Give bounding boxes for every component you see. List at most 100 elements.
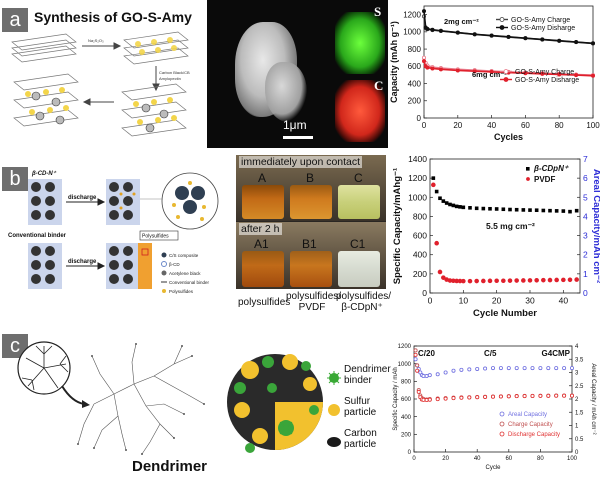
legend-label: GO-S-Amy Disharge — [511, 25, 575, 32]
eds-map-sulfur-label: S — [374, 4, 382, 19]
data-point — [522, 366, 527, 371]
data-point — [415, 368, 420, 373]
y-tick-label: 400 — [401, 415, 412, 421]
data-point — [467, 395, 472, 400]
data-point — [474, 278, 479, 284]
chart-c-title: G4CMP — [542, 349, 571, 358]
x-tick-label: 20 — [453, 121, 462, 130]
data-point — [521, 278, 526, 283]
data-point — [422, 59, 427, 64]
y-tick-label: 0 — [417, 114, 422, 123]
data-point — [574, 208, 579, 213]
panel-tag-a: a — [2, 8, 28, 32]
data-point — [530, 393, 535, 398]
x-tick-label: 80 — [555, 121, 564, 130]
x-tick-label: 60 — [505, 456, 512, 462]
data-point — [431, 182, 436, 188]
data-point — [489, 69, 494, 74]
data-point — [522, 394, 527, 399]
data-point — [538, 393, 543, 398]
data-point — [488, 206, 492, 211]
data-point — [483, 394, 488, 399]
legend-label: PVDF — [534, 175, 555, 184]
data-point — [489, 33, 494, 38]
tem-image: S C 1μm — [207, 0, 388, 148]
y-tick-label: 600 — [408, 62, 422, 71]
data-point — [451, 203, 456, 208]
y2-tick-label: 3 — [575, 371, 579, 377]
data-point — [554, 209, 559, 213]
x-tick-label: 100 — [567, 456, 578, 462]
y2-tick-label: 2.5 — [575, 384, 584, 390]
legend-marker — [526, 167, 530, 171]
y-tick-label: 0 — [408, 450, 412, 456]
vial-a — [242, 185, 284, 219]
data-point — [434, 189, 439, 194]
annotation-6mg: 6mg cm⁻² — [472, 70, 507, 79]
scale-bar — [283, 136, 313, 139]
legend-marker — [503, 69, 509, 74]
legend-marker — [499, 25, 505, 30]
annotation-loading: 5.5 mg cm⁻² — [486, 221, 535, 231]
vial-label-a: A — [258, 171, 267, 185]
plot-frame — [413, 345, 573, 453]
legend-label: Charge Capacity — [508, 422, 553, 428]
data-point — [528, 208, 532, 212]
data-point — [435, 397, 440, 402]
y-tick-label: 200 — [408, 97, 422, 106]
data-point — [434, 240, 439, 246]
vial-label-b: B — [306, 171, 315, 185]
data-point — [557, 72, 562, 77]
data-point — [435, 372, 440, 377]
data-point — [455, 30, 460, 35]
data-point — [481, 278, 486, 284]
y-tick-label: 600 — [401, 397, 412, 403]
y-tick-label: 200 — [401, 432, 412, 438]
data-point — [430, 27, 435, 32]
chart-a: 0 20 40 60 80 100020040060080010001200CyclesC… — [389, 5, 600, 142]
x-tick-label: 30 — [525, 296, 535, 306]
panel-a: a Synthesis of GO-S-Amy Na₂S₂O₃ Carbon B… — [0, 0, 600, 148]
composite-particle — [227, 354, 323, 453]
data-point — [514, 278, 519, 283]
y2-tick-label: 3.5 — [575, 357, 584, 363]
data-point — [451, 396, 456, 401]
y-tick-label: 400 — [408, 79, 422, 88]
y2-tick-label: 2 — [575, 397, 579, 403]
legend-marker — [499, 421, 505, 427]
x-tick-label: 100 — [586, 121, 600, 130]
y2-axis-label: Areal Capacity/mAh cm⁻² — [591, 169, 600, 283]
y-tick-label: 1000 — [408, 192, 427, 202]
y2-tick-label: 0 — [575, 450, 579, 456]
data-point — [461, 278, 466, 284]
y2-tick-label: 7 — [583, 155, 588, 164]
data-point — [475, 395, 480, 400]
data-point — [430, 66, 435, 71]
data-point — [514, 366, 519, 371]
data-point — [494, 278, 499, 284]
data-point — [437, 269, 443, 275]
vial-c — [338, 185, 380, 219]
panel-c: c Dendrimer — [0, 330, 600, 481]
data-point — [562, 366, 567, 371]
panel-a-title: Synthesis of GO-S-Amy — [34, 9, 192, 25]
legend-label: Areal Capacity — [508, 412, 547, 418]
data-point — [475, 366, 480, 371]
legend-marker — [526, 177, 530, 181]
polysulfides-box-label: Polysulfides — [142, 234, 169, 240]
panel-b: b β-CD-N⁺ discharge Conventional binder … — [0, 155, 600, 325]
y-tick-label: 400 — [413, 250, 427, 260]
data-point — [481, 206, 486, 211]
vial-label-c: C — [354, 171, 363, 185]
legend-label: GO-S-Amy Charge — [511, 17, 570, 24]
data-point — [541, 208, 546, 213]
data-point — [506, 394, 511, 399]
vial-under-label-1: polysulfides — [238, 297, 291, 308]
data-point — [538, 366, 543, 371]
data-point — [424, 398, 429, 403]
particle-legend: Dendrimer binder Sulfur particle Carbon … — [326, 364, 391, 464]
cd-binder-label: β-CD-N⁺ — [31, 170, 57, 177]
data-point — [467, 278, 473, 284]
data-point — [498, 394, 503, 399]
chart-c: 0 20 40 60 80 10002004006008001000120000.511.… — [393, 344, 596, 471]
